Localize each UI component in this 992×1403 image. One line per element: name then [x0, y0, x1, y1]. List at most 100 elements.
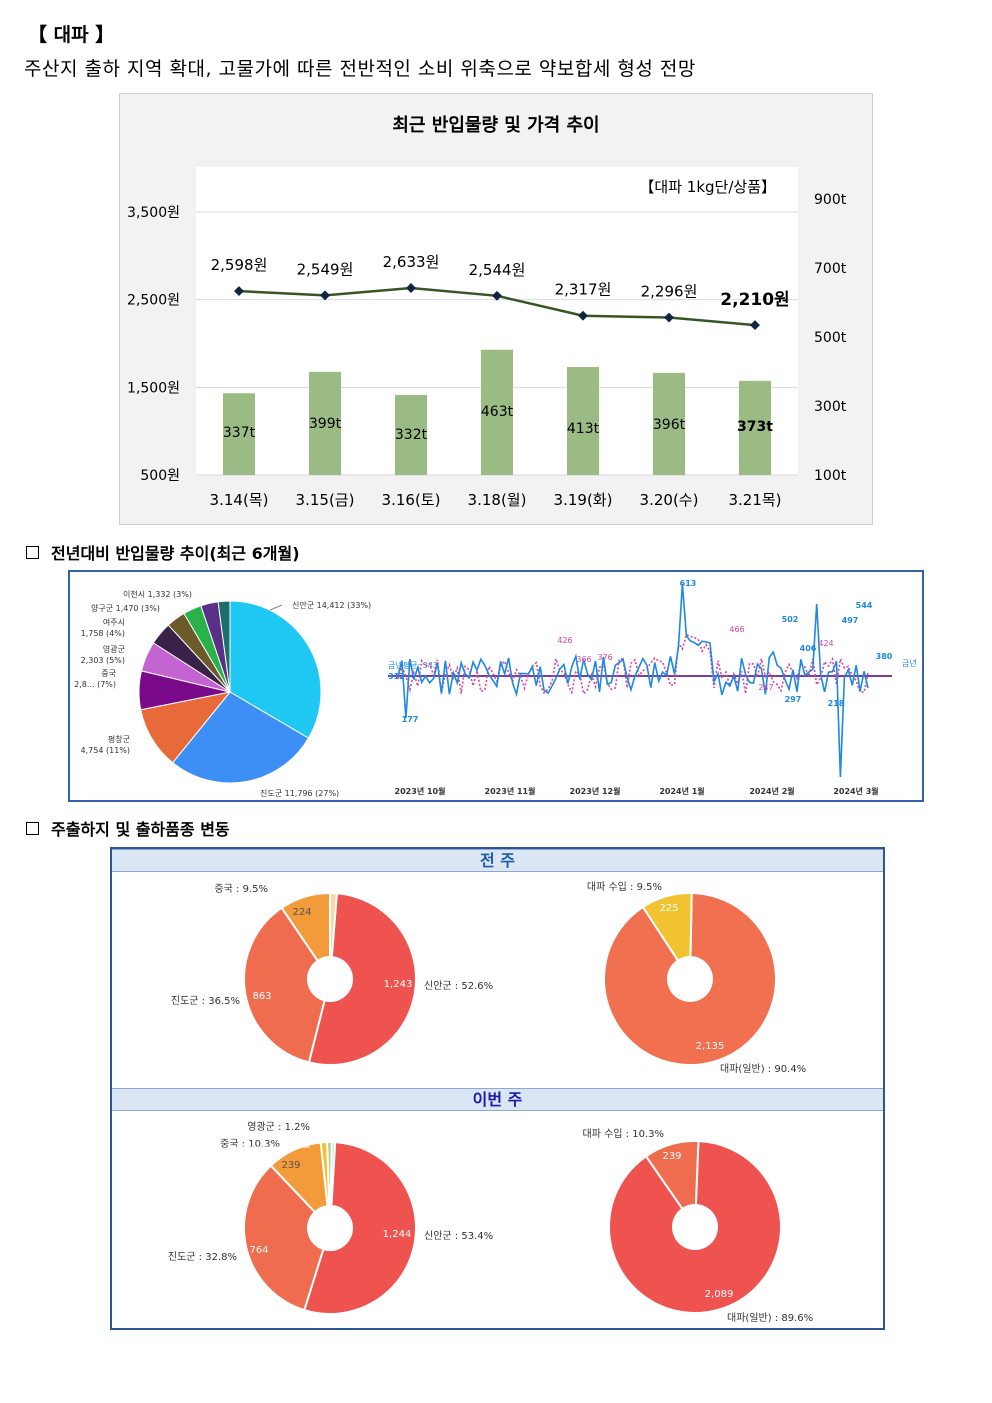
donut-value-label: 225 — [659, 903, 678, 914]
yoy-heading-text: 전년대비 반입물량 추이(최근 6개월) — [51, 544, 300, 563]
bar-label: 373t — [737, 419, 773, 435]
pie-slice — [229, 600, 322, 739]
x-tick-label: 2023년 12월 — [570, 786, 621, 796]
x-tick-label: 3.16(토) — [382, 491, 441, 509]
origin-heading-text: 주출하지 및 출하품종 변동 — [51, 820, 230, 839]
x-tick-label: 3.21목) — [728, 491, 781, 509]
prev-year-label: 426 — [557, 636, 572, 645]
prev-year-label: 366 — [576, 655, 591, 664]
volume-bar — [223, 393, 255, 475]
pie-slice — [217, 600, 231, 693]
price-label: 2,633원 — [383, 253, 440, 271]
this-week-header: 이번 주 — [112, 1088, 883, 1111]
this-year-label: 502 — [782, 615, 799, 624]
this-year-label: 406 — [800, 644, 817, 653]
donut-slice — [641, 892, 693, 962]
outlook-text: 주산지 출하 지역 확대, 고물가에 따른 전반적인 소비 위축으로 약보합세 … — [24, 58, 696, 80]
chart-title: 최근 반입물량 및 가격 추이 — [392, 114, 599, 136]
donut-value-label: 239 — [662, 1151, 681, 1162]
donut-slice — [243, 1164, 325, 1312]
bar-label: 413t — [567, 421, 600, 437]
x-tick-label: 3.14(목) — [210, 491, 269, 509]
price-volume-svg: 최근 반입물량 및 가격 추이 【대파 1kg단/상품】 500원 1,500원 2,5… — [127, 114, 847, 509]
this-year-label: 497 — [842, 616, 859, 625]
donut-value-label: 863 — [252, 991, 271, 1002]
prev-year-line — [397, 633, 869, 696]
donut-value-label: 1,244 — [383, 1229, 412, 1240]
y-right-tick: 300t — [814, 399, 847, 415]
pie-label: 4,754 (11%) — [81, 746, 130, 755]
price-label: 2,598원 — [211, 256, 268, 274]
donut-pct-label: 중국 : 9.5% — [214, 883, 268, 895]
price-label: 2,549원 — [297, 260, 354, 278]
yoy-section-heading: 전년대비 반입물량 추이(최근 6개월) — [26, 540, 300, 564]
this-year-label: 218 — [828, 699, 845, 708]
donut-value-label: 239 — [281, 1160, 300, 1171]
checkbox-square-icon — [26, 546, 39, 559]
donut-slice — [644, 1140, 700, 1211]
y-left-tick: 2,500원 — [127, 293, 180, 309]
series-label: 금년 — [902, 658, 917, 668]
donut-value-label: 2,135 — [696, 1041, 725, 1052]
donut-value-label: 1,243 — [384, 979, 413, 990]
y-right-tick: 100t — [814, 468, 847, 484]
pie-label: 2,303 (5%) — [81, 656, 125, 665]
volume-bar — [309, 371, 341, 475]
x-tick-label: 3.15(금) — [296, 491, 355, 509]
x-tick-label: 2024년 1월 — [659, 786, 704, 796]
bar-label: 332t — [395, 427, 428, 443]
donut-svg: 1,243 863 224 신안군 : 52.6% 진도군 : 36.5% 중국 : 9.… — [168, 880, 813, 1324]
pie-label: 영광군 — [103, 644, 125, 654]
donut-slice — [329, 891, 338, 959]
prev-year-label: 247 — [758, 683, 773, 692]
this-year-label: 613 — [680, 579, 697, 588]
donut-pct-label: 중국 : 10.3% — [220, 1138, 280, 1150]
six-month-svg: 신안군 14,412 (33%) 진도군 11,796 (27%) 평창군 4,754… — [74, 579, 917, 798]
this-year-label: 177 — [402, 715, 419, 724]
price-point — [406, 283, 416, 293]
x-tick-label: 3.18(월) — [468, 491, 527, 509]
x-tick-label: 2023년 11월 — [485, 786, 536, 796]
donut-slice — [603, 891, 777, 1066]
this-year-line — [397, 583, 869, 778]
y-right-tick: 700t — [814, 261, 847, 277]
x-tick-label: 3.20(수) — [640, 491, 699, 509]
volume-bar — [653, 372, 685, 475]
price-point — [234, 286, 244, 297]
pie-leader-line — [269, 604, 283, 611]
y-left-tick: 1,500원 — [127, 380, 180, 396]
pie-slice — [171, 691, 310, 784]
prev-year-label: 466 — [729, 625, 744, 634]
donut-pct-label: 대파(일반) : 90.4% — [720, 1063, 806, 1075]
donut-value-label: 2,089 — [705, 1289, 734, 1300]
donut-slice — [303, 1141, 418, 1315]
bar-label: 337t — [223, 425, 256, 441]
donut-pct-label: 대파 수입 : 10.3% — [583, 1127, 664, 1140]
pie-label: 신안군 14,412 (33%) — [292, 600, 371, 610]
donut-pct-label: 대파 수입 : 9.5% — [587, 880, 662, 893]
this-year-label: 297 — [785, 695, 802, 704]
price-label: 2,544원 — [469, 261, 526, 279]
donut-pct-label: 진도군 : 32.8% — [168, 1251, 237, 1263]
left-tick: 312 — [388, 672, 405, 681]
unit-note: 【대파 1kg단/상품】 — [639, 178, 776, 196]
this-year-label: 380 — [876, 652, 893, 661]
donut-pct-label: 대파(일반) : 89.6% — [727, 1312, 813, 1324]
y-right-tick: 500t — [814, 330, 847, 346]
bar-label: 463t — [481, 404, 514, 420]
pie-label: 1,758 (4%) — [81, 629, 125, 638]
x-tick-label: 3.19(화) — [554, 491, 613, 509]
pie-label: 진도군 11,796 (27%) — [260, 788, 339, 798]
pie-label: 평창군 — [108, 734, 130, 744]
price-point — [664, 312, 674, 323]
donut-pct-label: 신안군 : 52.6% — [424, 980, 493, 992]
checkbox-square-icon — [26, 822, 39, 835]
average-label: 금년평균: 343 — [388, 660, 438, 670]
section-title: 【 대파 】 — [28, 24, 115, 46]
pie-label: 이천시 1,332 (3%) — [123, 589, 192, 599]
prev-year-label: 424 — [818, 639, 833, 648]
volume-bar — [567, 367, 599, 475]
y-right-tick: 900t — [814, 192, 847, 208]
this-year-label: 544 — [856, 601, 873, 610]
pie-label: 여주시 — [103, 617, 125, 627]
